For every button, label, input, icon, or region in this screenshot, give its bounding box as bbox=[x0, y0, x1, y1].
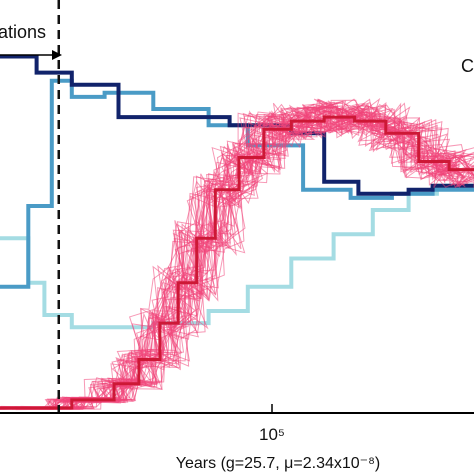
dark-red-series bbox=[0, 115, 474, 410]
x-tick-label: 10⁵ bbox=[259, 425, 285, 444]
top-annotation: ations bbox=[0, 22, 46, 42]
plot-area bbox=[0, 0, 474, 412]
bootstrap-replicate bbox=[20, 104, 474, 409]
right-annotation: C bbox=[461, 56, 474, 76]
annotation-arrow bbox=[0, 50, 62, 60]
bootstrap-replicate bbox=[0, 105, 461, 410]
bootstrap-replicates bbox=[0, 97, 474, 411]
bootstrap-replicate bbox=[0, 103, 451, 409]
axes-frame bbox=[0, 0, 474, 414]
bootstrap-replicate bbox=[4, 106, 469, 409]
bootstrap-replicate bbox=[0, 108, 453, 410]
bootstrap-replicate bbox=[15, 102, 474, 411]
bootstrap-replicate bbox=[0, 106, 457, 409]
bootstrap-replicate bbox=[0, 103, 453, 408]
bootstrap-replicate bbox=[25, 102, 474, 410]
bootstrap-replicate bbox=[0, 106, 465, 408]
x-axis-label: Years (g=25.7, μ=2.34x10⁻⁸) bbox=[176, 455, 380, 472]
light-blue-series bbox=[0, 183, 474, 330]
bootstrap-replicate bbox=[0, 103, 450, 410]
